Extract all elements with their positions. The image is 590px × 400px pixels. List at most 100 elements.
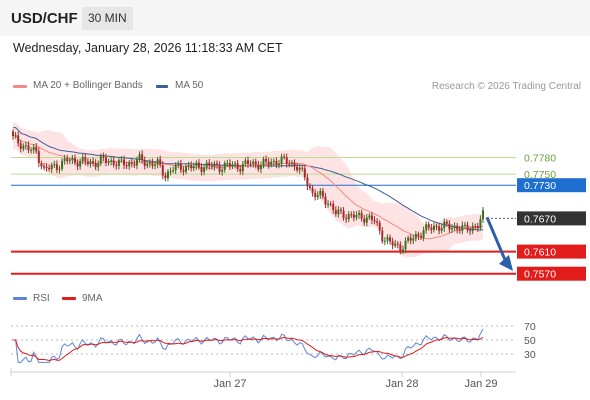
candle-body: [461, 225, 464, 231]
candle-body: [373, 220, 376, 222]
candle: [277, 159, 280, 169]
rsi-tick-70: 70: [524, 321, 536, 333]
candle-body: [332, 203, 335, 211]
candle-body: [254, 161, 257, 165]
candle-body: [247, 160, 249, 165]
candle: [430, 223, 433, 234]
ma20-legend-swatch: [13, 85, 27, 88]
candle: [342, 207, 345, 221]
candle-body: [409, 237, 412, 241]
candle-body: [280, 156, 283, 164]
candle: [262, 156, 265, 169]
candle: [303, 164, 306, 181]
rsi-tick-30: 30: [524, 349, 536, 361]
candle-body: [216, 163, 219, 166]
candle-body: [185, 166, 188, 172]
candle-body: [172, 170, 175, 172]
candle-body: [360, 212, 363, 219]
candle-body: [156, 159, 159, 165]
candle-body: [337, 209, 340, 215]
candle: [288, 160, 291, 168]
candle-body: [293, 162, 296, 167]
candle-body: [435, 225, 438, 227]
candle: [306, 173, 309, 191]
candle-body: [420, 236, 423, 238]
candle: [182, 166, 185, 176]
candle-body: [61, 160, 64, 169]
candle-body: [197, 162, 200, 168]
candle-body: [301, 167, 304, 169]
x-tick-label: Jan 29: [464, 378, 497, 390]
support-label-box-0-7610: [517, 244, 586, 259]
candle: [32, 143, 35, 154]
candle-body: [148, 162, 151, 164]
candle-body: [73, 158, 76, 163]
candle: [461, 221, 464, 235]
candle: [73, 154, 76, 166]
candle: [177, 160, 180, 169]
candle-body: [308, 186, 311, 188]
candle: [48, 164, 51, 172]
candle: [92, 157, 95, 167]
candle: [453, 222, 456, 231]
candle-body: [466, 224, 469, 231]
candle: [332, 200, 335, 214]
candle: [476, 222, 479, 233]
candle: [438, 223, 441, 235]
candle-body: [422, 230, 425, 238]
ma20-legend-label: MA 20 + Bollinger Bands: [33, 80, 143, 91]
candle: [125, 161, 128, 169]
candle-body: [94, 162, 97, 168]
candle: [301, 165, 304, 172]
candle: [89, 158, 92, 168]
candle-body: [474, 226, 477, 228]
candle: [133, 160, 136, 169]
support-label-box-0-7570: [517, 266, 586, 281]
candle: [414, 230, 417, 242]
candle: [293, 159, 296, 171]
candle-body: [146, 163, 149, 166]
candle: [12, 129, 14, 140]
candle-body: [179, 163, 182, 170]
candle: [37, 147, 40, 167]
candle-body: [347, 214, 350, 220]
candle-body: [448, 223, 451, 230]
candle-body: [190, 165, 193, 169]
candle: [259, 161, 262, 174]
candle-body: [275, 160, 278, 166]
candle: [337, 206, 340, 218]
candle: [42, 163, 45, 171]
candle: [254, 158, 257, 169]
candle: [112, 156, 115, 168]
candle-body: [479, 219, 482, 229]
candle-body: [130, 162, 133, 164]
candle: [128, 159, 131, 170]
candle-body: [14, 135, 17, 137]
candle-body: [12, 131, 14, 136]
candle-body: [272, 160, 275, 162]
last-price-label: 0.7670: [524, 213, 556, 225]
candle-body: [342, 210, 345, 219]
candle: [244, 157, 247, 167]
candle-body: [339, 209, 342, 211]
candle: [425, 221, 428, 234]
candle-body: [117, 160, 120, 166]
candle: [172, 166, 175, 174]
candle: [146, 161, 149, 169]
candle-body: [218, 165, 221, 172]
candle: [257, 160, 260, 172]
candle-body: [221, 169, 224, 172]
x-tick-label: Jan 27: [213, 378, 246, 390]
rsi-ma9-line: [13, 336, 484, 362]
candle: [417, 231, 420, 241]
candle-body: [404, 240, 407, 250]
ma9-legend-label: 9MA: [82, 293, 103, 304]
candle: [40, 160, 43, 170]
resistance-label-0-7780: 0.7780: [524, 153, 556, 165]
candle-body: [192, 166, 195, 169]
candle: [185, 163, 188, 174]
candle-body: [27, 145, 30, 151]
candle-body: [244, 160, 247, 164]
timeframe-badge[interactable]: 30 MIN: [82, 7, 133, 30]
candle: [373, 216, 376, 225]
